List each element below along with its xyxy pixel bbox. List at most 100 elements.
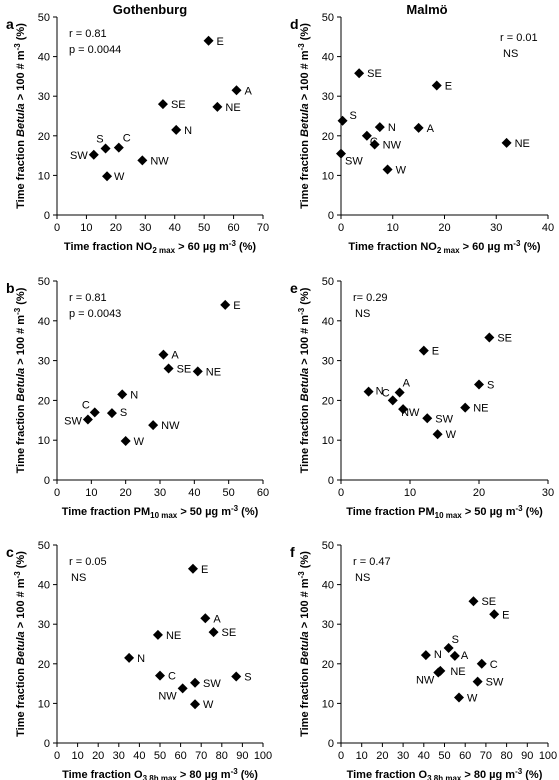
data-point-w [453,692,464,703]
data-point-sw [88,149,99,160]
x-tick-label: 30 [154,487,166,499]
data-point-w [432,429,443,440]
y-tick-label: 30 [322,91,334,103]
panel-letter-d: d [290,16,299,32]
data-point-ne [460,402,471,413]
y-tick-label: 30 [38,356,50,368]
x-tick-label: 10 [80,222,92,234]
point-label-a: A [171,350,179,362]
point-label-c: C [382,387,390,399]
point-label-a: A [213,613,221,625]
point-label-a: A [403,377,411,389]
stat-annotation: r = 0.05 [69,556,107,568]
point-label-nw: NW [401,407,420,419]
panel-letter-f: f [290,544,295,560]
data-point-n [420,650,431,661]
point-label-e: E [432,346,439,358]
x-tick-label: 20 [438,222,450,234]
x-axis-label: Time fraction NO2 max > 60 µg m-3 (%) [64,239,256,255]
data-point-n [171,124,182,135]
y-tick-label: 40 [38,316,50,328]
x-tick-label: 20 [92,750,104,762]
data-point-ne [152,629,163,640]
y-tick-label: 10 [38,170,50,182]
y-tick-label: 0 [328,475,334,487]
point-label-se: SE [177,364,192,376]
point-label-se: SE [222,627,237,639]
y-axis-label: Time fraction Betula > 100 # m-3 (%) [297,551,311,737]
point-label-s: S [452,634,459,646]
point-label-a: A [427,123,435,135]
data-point-se [354,68,365,79]
y-tick-label: 40 [38,52,50,64]
point-label-nw: NW [416,675,435,687]
stat-annotation: NS [503,48,518,60]
stat-annotation: NS [71,572,86,584]
y-tick-label: 0 [44,738,50,750]
column-title-gothenburg: Gothenburg [113,2,187,17]
data-point-n [374,122,385,133]
x-tick-label: 60 [174,750,186,762]
point-label-se: SE [481,596,496,608]
point-label-sw: SW [203,678,221,690]
point-label-c: C [168,671,176,683]
x-tick-label: 100 [539,750,557,762]
point-label-n: N [434,649,442,661]
point-label-c: C [123,133,131,145]
panel-b: b 0 10 20 30 40 50 0 10 20 30 40 50 60 Time fraction P… [6,276,269,520]
y-tick-label: 20 [322,659,334,671]
point-label-nw: NW [150,155,169,167]
x-tick-label: 10 [387,222,399,234]
y-tick-label: 0 [328,210,334,222]
x-tick-label: 80 [500,750,512,762]
point-label-n: N [184,125,192,137]
stat-annotation: r = 0.01 [500,32,538,44]
data-point-nw [148,420,159,431]
x-tick-label: 70 [195,750,207,762]
x-tick-label: 40 [188,487,200,499]
point-label-ne: NE [206,366,221,378]
y-tick-label: 10 [322,435,334,447]
data-point-sw [190,677,201,688]
y-tick-label: 0 [44,210,50,222]
data-point-ne [212,101,223,112]
point-label-s: S [487,379,494,391]
x-tick-label: 20 [120,487,132,499]
column-title-malmo: Malmö [406,2,447,17]
stat-annotation: r = 0.81 [69,28,107,40]
x-tick-label: 50 [223,487,235,499]
y-tick-label: 0 [44,475,50,487]
panel-letter-c: c [6,544,14,560]
data-point-s [100,143,111,154]
data-point-s [443,642,454,653]
x-axis-label: Time fraction O3 8h max > 80 µg m-3 (%) [347,767,543,780]
data-point-c [476,658,487,669]
data-point-se [468,596,479,607]
point-label-e: E [217,36,224,48]
y-tick-label: 40 [322,52,334,64]
point-label-ne: NE [225,102,240,114]
y-tick-label: 20 [38,395,50,407]
panel-e: e 0 10 20 30 40 50 0 10 20 30 Time fraction PM10 ma… [290,276,554,520]
y-tick-label: 50 [322,540,334,552]
point-label-a: A [245,85,253,97]
x-tick-label: 60 [459,750,471,762]
data-point-e [220,299,231,310]
y-tick-label: 40 [322,316,334,328]
y-tick-label: 30 [322,356,334,368]
stat-annotation: r = 0.47 [353,556,391,568]
y-tick-label: 30 [38,619,50,631]
x-tick-label: 0 [54,487,60,499]
x-tick-label: 30 [397,750,409,762]
data-point-w [190,699,201,710]
point-label-se: SE [367,68,382,80]
data-point-n [117,389,128,400]
y-tick-label: 50 [322,12,334,24]
y-tick-label: 50 [38,12,50,24]
point-label-s: S [350,110,357,122]
point-label-c: C [82,399,90,411]
y-tick-label: 30 [322,619,334,631]
x-tick-label: 30 [542,487,554,499]
point-label-a: A [461,650,469,662]
data-point-sw [336,148,346,159]
